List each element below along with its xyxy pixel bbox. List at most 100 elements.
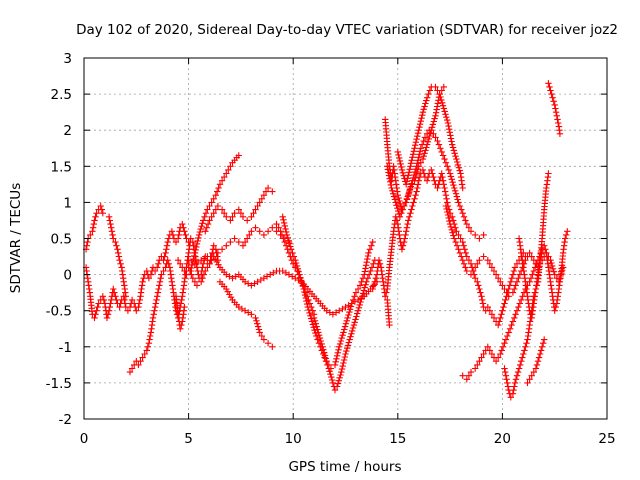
data-point [513, 372, 521, 379]
data-point [411, 177, 418, 184]
data-point [459, 257, 466, 264]
data-point-interp [196, 228, 204, 236]
data-point [534, 358, 542, 365]
y-tick-label: 1.5 [51, 159, 72, 175]
data-point-interp [212, 256, 219, 263]
data-point-interp [313, 323, 320, 330]
x-tick-label: 15 [389, 431, 406, 447]
data-point-interp [456, 249, 464, 257]
data-point [244, 217, 251, 224]
data-point-interp [445, 122, 452, 130]
data-point-interp [295, 271, 302, 278]
data-point-interp [499, 343, 507, 350]
y-tick-label: 1 [63, 195, 72, 211]
data-point-interp [416, 121, 424, 128]
data-point [430, 130, 437, 137]
data-point [264, 228, 272, 235]
data-point-interp [439, 173, 446, 181]
data-point-interp [404, 193, 411, 200]
data-point-interp [288, 257, 295, 264]
data-point-interp [215, 184, 222, 192]
data-point-interp [409, 181, 416, 188]
data-point [518, 249, 525, 257]
data-point-interp [402, 231, 409, 239]
data-point [189, 275, 196, 282]
data-point-interp [360, 287, 368, 294]
data-point [225, 166, 232, 174]
data-point-interp [512, 376, 520, 383]
data-point-interp [434, 100, 441, 107]
data-point-interp [500, 303, 507, 311]
data-point-interp [146, 336, 153, 343]
data-point-interp [347, 303, 355, 310]
data-point-interp [450, 181, 457, 189]
data-point-interp [339, 332, 346, 339]
data-point [158, 271, 165, 278]
data-point-interp [458, 253, 465, 260]
data-point-interp [405, 172, 412, 179]
data-point-interp [555, 119, 562, 127]
data-point [407, 163, 414, 170]
data-point [480, 253, 487, 260]
data-point-interp [311, 327, 318, 334]
data-point [430, 173, 437, 181]
data-point [467, 368, 475, 376]
data-point [269, 188, 276, 195]
data-point [285, 249, 293, 257]
data-point-interp [462, 264, 469, 271]
data-point-interp [452, 153, 459, 160]
data-point [520, 350, 527, 358]
data-point [553, 112, 560, 119]
data-point-interp [453, 242, 461, 249]
data-point-interp [175, 231, 182, 239]
data-point-interp [552, 105, 559, 112]
data-point-interp [262, 188, 270, 195]
data-point [252, 314, 259, 322]
data-point-interp [155, 285, 162, 293]
data-point-interp [441, 184, 448, 192]
data-point-interp [344, 345, 351, 352]
y-tick-label: 0 [63, 268, 72, 284]
data-point-interp [548, 90, 555, 98]
data-point [108, 224, 115, 231]
data-point [545, 80, 552, 87]
data-point-interp [311, 317, 319, 324]
data-point-interp [227, 163, 234, 170]
data-point [151, 303, 159, 311]
data-point-interp [458, 181, 466, 188]
data-point [164, 238, 171, 246]
data-point-interp [339, 362, 346, 370]
data-point [99, 210, 106, 217]
data-point-interp [486, 347, 493, 354]
data-point [438, 148, 445, 156]
data-point-interp [325, 361, 332, 369]
data-point-interp [425, 135, 432, 143]
data-point [515, 235, 523, 242]
data-point-interp [416, 124, 423, 131]
data-point [273, 220, 280, 228]
data-point-interp [214, 188, 221, 195]
data-point [352, 289, 360, 296]
data-point [486, 307, 493, 314]
data-point-interp [421, 150, 428, 157]
data-point-interp [398, 210, 405, 217]
data-point [361, 271, 368, 278]
data-point-interp [334, 349, 341, 356]
data-point-interp [537, 347, 545, 354]
data-point [536, 350, 544, 358]
data-point-interp [354, 310, 361, 317]
data-point-interp [355, 304, 363, 311]
data-point [143, 347, 150, 354]
data-point-interp [299, 282, 307, 289]
data-point-interp [396, 157, 404, 165]
data-point-interp [347, 333, 354, 340]
data-point-interp [163, 246, 170, 253]
data-point [93, 307, 100, 314]
data-point-interp [420, 153, 427, 160]
data-point-interp [342, 320, 350, 327]
data-point-interp [416, 151, 423, 158]
data-point [290, 260, 297, 267]
data-point [218, 246, 226, 253]
data-point-interp [449, 229, 456, 236]
